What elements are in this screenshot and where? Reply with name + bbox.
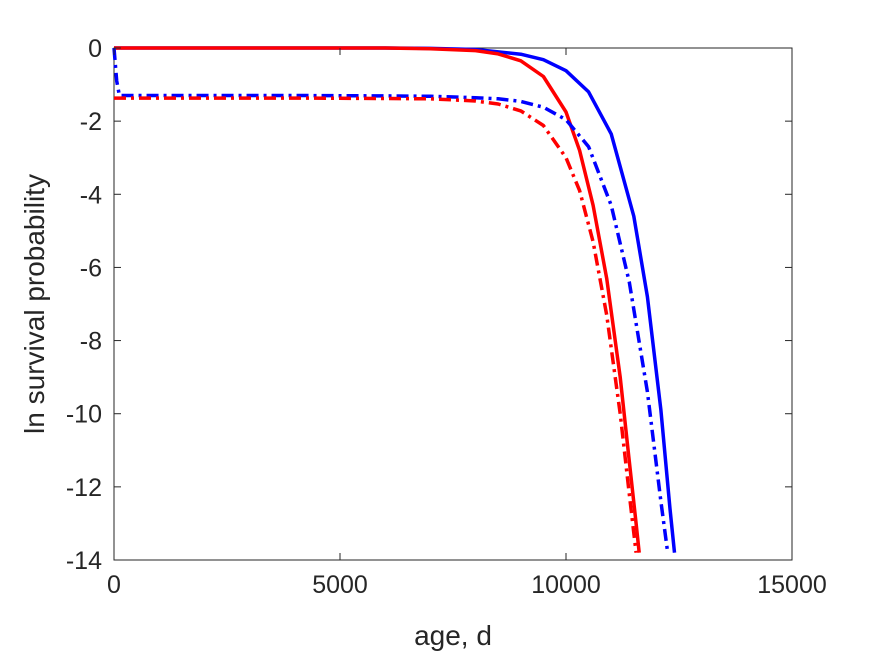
y-tick-label: -2	[80, 108, 102, 136]
tick-layer: 0 5000 10000 15000 0 -2 -4 -6 -8 -10 -12 -14	[66, 35, 827, 599]
x-tick-label: 15000	[757, 571, 827, 599]
y-tick-label: -12	[66, 474, 102, 502]
series-line-3	[112, 47, 670, 553]
plot-area	[113, 47, 793, 561]
y-tick-label: -6	[80, 254, 102, 282]
x-tick-label: 10000	[531, 571, 601, 599]
series-line-4	[114, 96, 638, 553]
y-tick-label: 0	[88, 35, 102, 63]
x-tick-label: 0	[107, 571, 121, 599]
y-tick-label: -8	[80, 328, 102, 356]
series-line-2	[114, 46, 641, 553]
y-axis-title: ln survival probability	[19, 174, 50, 434]
y-tick-label: -14	[66, 547, 102, 575]
x-tick-label: 5000	[312, 571, 368, 599]
y-tick-label: -10	[66, 401, 102, 429]
y-tick-label: -4	[80, 181, 102, 209]
x-axis-title: age, d	[414, 620, 492, 651]
